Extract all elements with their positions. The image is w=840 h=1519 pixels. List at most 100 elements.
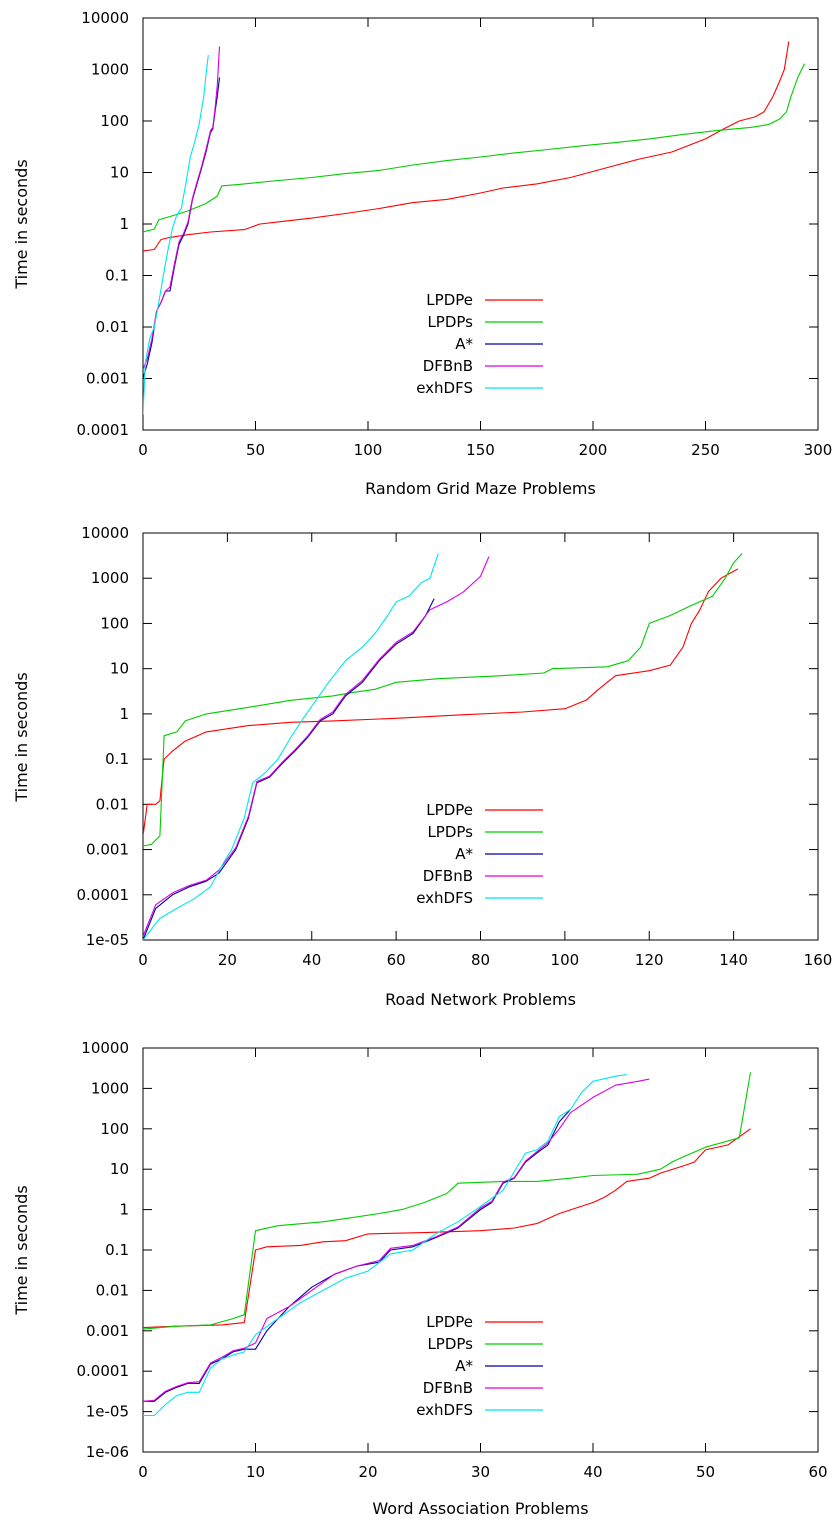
legend: LPDPe LPDPs A* DFBnB exhDFS (416, 801, 543, 907)
y-axis-label: Time in seconds (12, 1185, 31, 1315)
x-tick-label: 50 (246, 441, 265, 459)
chart-1: 0.0001 0.001 0.01 0.1 1 10 100 1000 10000 0 50 100 1… (12, 9, 832, 498)
legend-label-dfbnb: DFBnB (423, 867, 473, 885)
series-lines (143, 41, 805, 415)
series-line-exhdfs (143, 553, 439, 940)
x-tick-label: 100 (551, 951, 580, 969)
x-axis-label: Road Network Problems (385, 990, 576, 1009)
y-tick-label: 100 (100, 1120, 129, 1138)
y-tick-label: 1e-05 (86, 931, 129, 949)
plot-frame (142, 17, 819, 431)
y-tick-label: 10 (110, 164, 129, 182)
plot-frame (142, 1047, 819, 1453)
y-tick-label: 100 (100, 614, 129, 632)
y-tick-label: 1e-05 (86, 1403, 129, 1421)
legend-label-a: A* (455, 845, 473, 863)
y-tick-label: 0.0001 (77, 421, 130, 439)
series-line-a (143, 1109, 571, 1402)
x-tick-label: 50 (696, 1463, 715, 1481)
series-lines (143, 1072, 752, 1417)
series-line-dfbnb (143, 1078, 650, 1402)
series-line-lpdps (143, 63, 805, 233)
y-tick-label: 0.1 (105, 267, 129, 285)
x-tick-label: 10 (246, 1463, 265, 1481)
y-tick-label: 10000 (81, 524, 129, 542)
chart-2: 1e-05 0.0001 0.001 0.01 0.1 1 10 100 1000 10000 0 2… (12, 524, 832, 1009)
y-tick-label: 1 (119, 1201, 129, 1219)
x-tick-label: 0 (138, 1463, 148, 1481)
y-tick-label: 0.001 (86, 1322, 129, 1340)
x-tick-label: 60 (387, 951, 406, 969)
x-tick-label: 40 (583, 1463, 602, 1481)
series-line-exhdfs (143, 1074, 627, 1417)
legend-label-a: A* (455, 335, 473, 353)
legend-label-exhdfs: exhDFS (416, 1401, 473, 1419)
legend-label-lpdps: LPDPs (427, 823, 473, 841)
plot-frame (142, 532, 819, 941)
y-tick-label: 10000 (81, 1039, 129, 1057)
x-tick-label: 200 (579, 441, 608, 459)
legend-label-lpdpe: LPDPe (426, 291, 473, 309)
series-line-lpdps (143, 553, 743, 847)
y-tick-label: 1000 (91, 569, 129, 587)
x-tick-label: 0 (138, 951, 148, 969)
legend-label-exhdfs: exhDFS (416, 379, 473, 397)
y-tick-label: 1e-06 (86, 1443, 129, 1461)
series-line-dfbnb (143, 556, 490, 937)
y-tick-label: 0.0001 (77, 1362, 130, 1380)
y-axis-label: Time in seconds (12, 159, 31, 289)
x-axis-label: Random Grid Maze Problems (365, 479, 596, 498)
series-line-a (143, 598, 435, 940)
y-tick-label: 0.1 (105, 1241, 129, 1259)
legend-label-a: A* (455, 1357, 473, 1375)
x-axis-label: Word Association Problems (372, 1499, 588, 1518)
y-tick-label: 0.01 (96, 318, 129, 336)
legend: LPDPe LPDPs A* DFBnB exhDFS (416, 1313, 543, 1419)
y-axis-label: Time in seconds (12, 672, 31, 802)
legend-label-exhdfs: exhDFS (416, 889, 473, 907)
series-lines (143, 553, 743, 940)
x-tick-label: 250 (691, 441, 720, 459)
y-tick-label: 1 (119, 215, 129, 233)
x-tick-label: 120 (635, 951, 664, 969)
y-tick-label: 10 (110, 660, 129, 678)
chart-3: 1e-061e-050.00010.0010.010.1110100100010… (12, 1039, 828, 1518)
x-tick-label: 80 (471, 951, 490, 969)
x-tick-label: 100 (354, 441, 383, 459)
series-line-exhdfs (143, 55, 209, 415)
x-tick-label: 300 (804, 441, 833, 459)
x-tick-label: 140 (719, 951, 748, 969)
y-tick-label: 10000 (81, 9, 129, 27)
legend-label-lpdps: LPDPs (427, 313, 473, 331)
legend-label-lpdps: LPDPs (427, 1335, 473, 1353)
x-tick-label: 0 (138, 441, 148, 459)
y-tick-label: 100 (100, 112, 129, 130)
legend-label-dfbnb: DFBnB (423, 357, 473, 375)
y-tick-label: 0.001 (86, 370, 129, 388)
series-line-lpdpe (143, 568, 739, 836)
series-line-lpdps (143, 1072, 752, 1330)
x-tick-label: 150 (466, 441, 495, 459)
series-line-lpdpe (143, 1128, 751, 1329)
y-tick-label: 10 (110, 1160, 129, 1178)
y-tick-label: 0.01 (96, 795, 129, 813)
y-tick-label: 1000 (91, 61, 129, 79)
x-tick-label: 20 (358, 1463, 377, 1481)
y-tick-label: 1 (119, 705, 129, 723)
series-line-lpdpe (143, 41, 790, 252)
y-tick-label: 0.0001 (77, 886, 130, 904)
legend-label-lpdpe: LPDPe (426, 801, 473, 819)
legend-label-dfbnb: DFBnB (423, 1379, 473, 1397)
legend-label-lpdpe: LPDPe (426, 1313, 473, 1331)
legend: LPDPe LPDPs A* DFBnB exhDFS (416, 291, 543, 397)
y-tick-label: 0.001 (86, 841, 129, 859)
x-tick-label: 20 (218, 951, 237, 969)
y-tick-label: 0.01 (96, 1281, 129, 1299)
x-tick-label: 60 (808, 1463, 827, 1481)
x-tick-label: 30 (471, 1463, 490, 1481)
x-tick-label: 40 (302, 951, 321, 969)
x-tick-label: 160 (804, 951, 833, 969)
y-tick-label: 0.1 (105, 750, 129, 768)
y-tick-label: 1000 (91, 1079, 129, 1097)
